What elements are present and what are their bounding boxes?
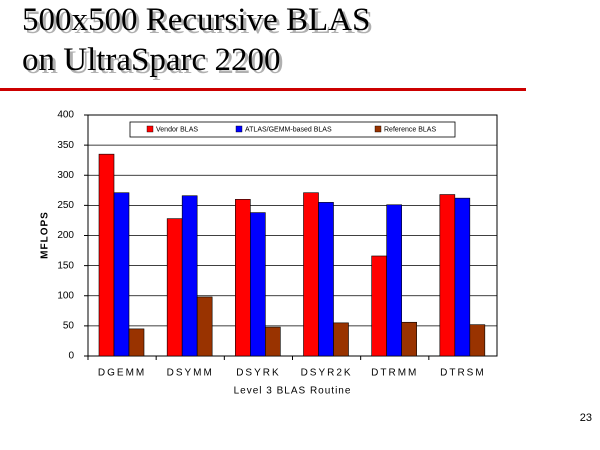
bar — [454, 197, 471, 357]
x-tick-label: DSYRK — [236, 368, 280, 379]
bar — [196, 296, 213, 357]
title-rule — [0, 88, 526, 91]
x-tick-label: DTRMM — [371, 368, 418, 379]
bar — [386, 204, 402, 357]
bar — [401, 321, 417, 357]
slide-title: 500x500 Recursive BLAS — [22, 2, 371, 38]
x-tick-label: DSYR2K — [301, 368, 353, 379]
bar — [128, 328, 145, 357]
legend-box — [129, 121, 456, 138]
y-tick-label: 300 — [57, 170, 74, 181]
x-tick-label: DTRSM — [440, 368, 486, 379]
slide-title: on UltraSparc 2200 — [22, 42, 281, 78]
bar — [181, 195, 198, 357]
y-tick-label: 150 — [57, 260, 74, 271]
bar — [98, 153, 115, 357]
bar — [166, 218, 183, 357]
y-tick-label: 0 — [68, 351, 74, 362]
bar — [333, 322, 349, 357]
bar — [469, 324, 486, 357]
bar — [303, 192, 319, 357]
y-axis-label: MFLOPS — [40, 211, 51, 259]
bar — [318, 202, 334, 357]
bar — [250, 212, 266, 357]
legend-label: Reference BLAS — [384, 126, 436, 133]
bar — [235, 199, 251, 357]
bar — [439, 194, 456, 357]
x-tick-label: DSYMM — [167, 368, 214, 379]
bar — [371, 255, 387, 357]
y-tick-label: 200 — [57, 230, 74, 241]
x-axis-label: Level 3 BLAS Routine — [234, 386, 352, 397]
bar — [113, 192, 130, 357]
y-tick-label: 100 — [57, 290, 74, 301]
x-tick-label: DGEMM — [98, 368, 146, 379]
legend-swatch — [146, 125, 154, 133]
legend-swatch — [235, 125, 243, 133]
y-tick-label: 350 — [57, 140, 74, 151]
legend-label: ATLAS/GEMM-based BLAS — [245, 126, 332, 133]
legend-label: Vendor BLAS — [156, 126, 198, 133]
y-tick-label: 400 — [57, 110, 74, 121]
y-tick-label: 250 — [57, 200, 74, 211]
y-tick-label: 50 — [63, 321, 75, 332]
bar — [265, 326, 281, 357]
legend-swatch — [374, 125, 382, 133]
page-number: 23 — [579, 412, 592, 424]
